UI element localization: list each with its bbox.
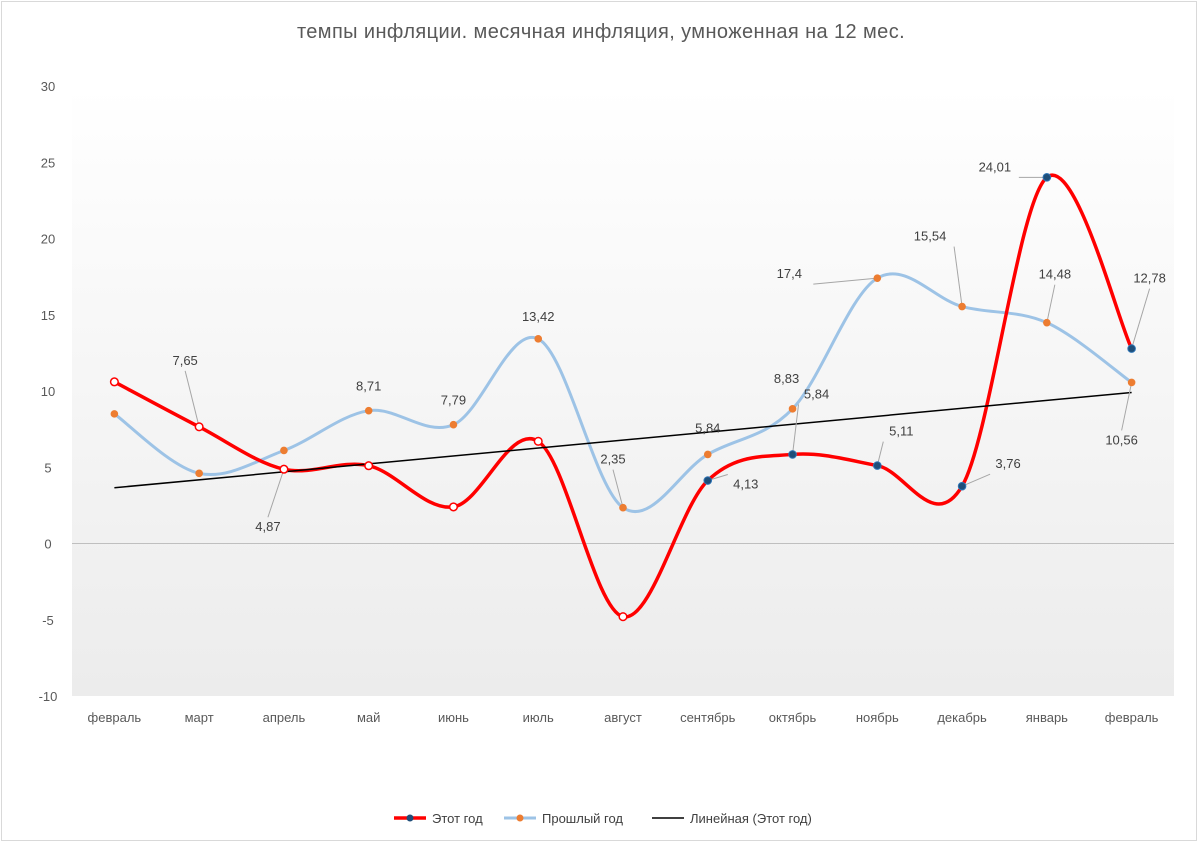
data-label-leader (1046, 284, 1056, 323)
data-label: 10,56 (1105, 432, 1138, 447)
y-tick-label: 15 (41, 308, 55, 323)
legend-this-year-marker (406, 814, 414, 822)
data-label-leader (792, 404, 800, 455)
marker-this-year (279, 464, 289, 474)
x-tick-label: февраль (88, 710, 142, 725)
y-tick-label: 25 (41, 155, 55, 170)
marker-this-year (618, 612, 628, 622)
data-label: 24,01 (979, 159, 1012, 174)
y-tick-label: 30 (41, 79, 55, 94)
x-axis: февраль март апрель май июнь июль август сентяб… (88, 710, 1159, 725)
marker-this-year (364, 461, 374, 471)
marker-prev-year (619, 503, 627, 512)
marker-prev-year (110, 410, 119, 418)
marker-this-year (1042, 173, 1052, 182)
marker-this-year (109, 377, 119, 387)
data-label: 4,87 (255, 519, 280, 534)
marker-prev-year (534, 335, 543, 343)
x-tick-label: март (185, 710, 214, 725)
x-tick-label: сентябрь (680, 710, 736, 725)
legend: Этот год Прошлый год Линейная (Этот год) (394, 811, 812, 826)
data-label-leader (813, 277, 878, 285)
x-tick-label: июль (523, 710, 554, 725)
data-label-leader (184, 370, 200, 427)
data-label: 5,84 (695, 420, 720, 435)
data-label: 13,42 (522, 309, 555, 324)
marker-prev-year (195, 469, 203, 478)
data-label-leader (961, 473, 991, 487)
data-label: 4,13 (733, 477, 758, 492)
x-tick-label: февраль (1105, 710, 1159, 725)
series-markers (109, 173, 1136, 622)
y-tick-label: -5 (42, 613, 54, 628)
marker-prev-year (280, 446, 288, 455)
marker-prev-year (788, 405, 797, 413)
marker-this-year (448, 502, 459, 512)
marker-prev-year (1127, 378, 1136, 387)
data-label: 8,83 (774, 371, 799, 386)
marker-this-year (873, 461, 882, 470)
plot-area (72, 86, 1174, 696)
data-labels: 8,71 7,79 13,42 2,35 5,84 8,83 17,4 15,54 14,48 1… (172, 159, 1165, 534)
marker-prev-year (364, 406, 373, 415)
data-label: 5,84 (804, 386, 829, 401)
data-label: 7,65 (172, 353, 197, 368)
data-label: 5,11 (889, 424, 913, 439)
x-tick-label: июнь (438, 710, 469, 725)
data-label-leader (1121, 382, 1133, 431)
marker-this-year (788, 450, 797, 459)
data-label-leader (612, 469, 624, 508)
x-tick-label: октябрь (769, 710, 817, 725)
data-label: 8,71 (356, 379, 381, 394)
y-tick-label: 0 (44, 537, 51, 552)
x-tick-label: апрель (263, 710, 306, 725)
data-label-leader (267, 469, 285, 518)
data-label: 17,4 (777, 266, 802, 281)
y-tick-label: 10 (41, 384, 55, 399)
legend-prev-year-label: Прошлый год (542, 811, 623, 826)
legend-prev-year-marker (516, 814, 524, 822)
y-tick-label: 5 (44, 460, 51, 475)
data-label: 3,76 (995, 456, 1020, 471)
marker-this-year (703, 476, 713, 485)
data-label: 14,48 (1039, 267, 1072, 282)
x-tick-label: декабрь (937, 710, 987, 725)
marker-this-year (957, 481, 967, 491)
marker-prev-year (958, 302, 966, 311)
marker-prev-year (703, 450, 712, 459)
x-tick-label: январь (1026, 710, 1068, 725)
x-tick-label: август (604, 710, 642, 725)
y-tick-label: 20 (41, 232, 55, 247)
marker-this-year (194, 422, 204, 432)
marker-prev-year (873, 274, 882, 282)
x-tick-label: май (357, 710, 380, 725)
y-tick-label: -10 (39, 689, 58, 704)
data-label: 7,79 (441, 393, 466, 408)
marker-prev-year (449, 420, 458, 429)
legend-this-year-label: Этот год (432, 811, 483, 826)
legend-trendline-label: Линейная (Этот год) (690, 811, 812, 826)
data-label: 12,78 (1133, 271, 1166, 286)
x-tick-label: ноябрь (856, 710, 899, 725)
marker-this-year (1127, 344, 1136, 353)
y-axis: 30 25 20 15 10 5 0 -5 -10 (39, 79, 58, 704)
data-label: 2,35 (600, 452, 625, 467)
marker-prev-year (1043, 318, 1051, 327)
data-label-leader (1131, 288, 1151, 349)
marker-this-year (533, 436, 543, 446)
data-label-leader (953, 246, 963, 307)
chart-title: темпы инфляции. месячная инфляция, умнож… (297, 21, 905, 43)
data-label: 15,54 (914, 229, 947, 244)
